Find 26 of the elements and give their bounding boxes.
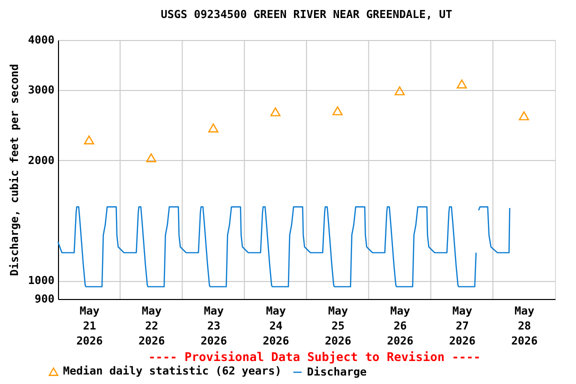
x-tick-label: May 21 2026 xyxy=(76,304,104,348)
legend-label: Median daily statistic (62 years) xyxy=(63,364,282,378)
legend-label: Discharge xyxy=(307,365,367,378)
x-tick-label: May 25 2026 xyxy=(324,304,352,348)
point xyxy=(394,86,405,96)
y-tick-label: 2000 xyxy=(28,154,54,167)
x-tick-label: May 24 2026 xyxy=(262,304,290,348)
point xyxy=(84,135,94,144)
point xyxy=(208,124,218,132)
y-tick-label: 900 xyxy=(34,292,54,306)
point xyxy=(146,153,156,162)
x-tick-label: May 28 2026 xyxy=(511,304,538,348)
point xyxy=(518,111,530,120)
x-tick-label: May 22 2026 xyxy=(138,304,166,348)
x-tick-label: May 23 2026 xyxy=(200,304,228,348)
x-tick-label: May 27 2026 xyxy=(449,304,476,348)
chart-title: USGS 09234500 GREEN RIVER NEAR GREENDALE, UT xyxy=(160,8,453,21)
y-tick-label: 1000 xyxy=(28,274,54,288)
y-tick-label: 3000 xyxy=(28,83,54,96)
x-tick-label: May 26 2026 xyxy=(386,304,414,348)
y-tick-label: 4000 xyxy=(28,34,54,46)
y-axis-title: Discharge, cubic feet per second xyxy=(8,64,22,276)
point xyxy=(332,106,343,116)
text: ---- Provisional Data Subject to Revision ---- xyxy=(148,350,481,364)
point xyxy=(270,107,281,116)
point xyxy=(456,80,467,88)
